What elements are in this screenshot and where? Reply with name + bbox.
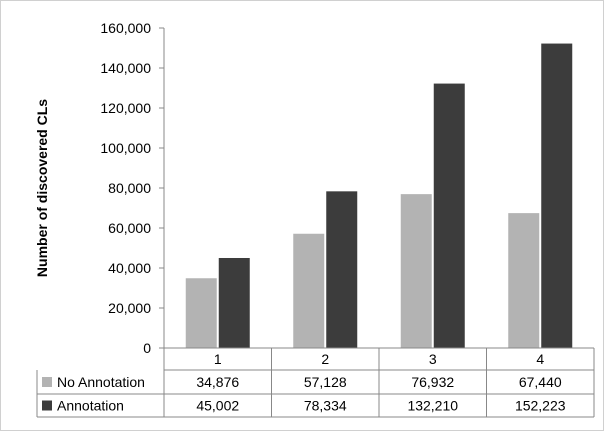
data-table-cell: 57,128	[304, 374, 347, 390]
y-tick-label: 80,000	[108, 180, 151, 196]
y-tick-label: 40,000	[108, 260, 151, 276]
data-table-cell: 45,002	[196, 398, 239, 414]
bar-annotation	[218, 257, 250, 348]
data-table-cell: 67,440	[519, 374, 562, 390]
legend-label: No Annotation	[57, 374, 145, 390]
y-tick-label: 60,000	[108, 220, 151, 236]
bar-annotation	[541, 43, 573, 348]
legend-key-annotation	[42, 400, 52, 411]
bar-annotation	[326, 191, 358, 348]
y-tick-label: 20,000	[108, 300, 151, 316]
y-tick-label: 120,000	[100, 100, 151, 116]
data-table-cell: 78,334	[304, 398, 347, 414]
category-label: 3	[429, 351, 437, 367]
y-tick-label: 160,000	[100, 20, 151, 36]
y-tick-label: 140,000	[100, 60, 151, 76]
y-tick-label: 100,000	[100, 140, 151, 156]
legend-key-no-annotation	[42, 377, 52, 387]
legend-label: Annotation	[57, 398, 124, 414]
bar-no-annotation	[293, 233, 325, 348]
bar-no-annotation	[185, 278, 217, 348]
y-tick-label: 0	[143, 340, 151, 356]
category-label: 1	[214, 351, 222, 367]
data-table-cell: 132,210	[407, 398, 458, 414]
data-table-cell: 76,932	[411, 374, 454, 390]
data-table-cell: 34,876	[196, 374, 239, 390]
category-label: 2	[321, 351, 329, 367]
data-table-cell: 152,223	[515, 398, 566, 414]
bar-no-annotation	[400, 194, 432, 348]
bar-annotation	[433, 83, 465, 348]
bar-no-annotation	[508, 213, 540, 348]
y-axis-label: Number of discovered CLs	[34, 99, 50, 277]
category-label: 4	[536, 351, 544, 367]
